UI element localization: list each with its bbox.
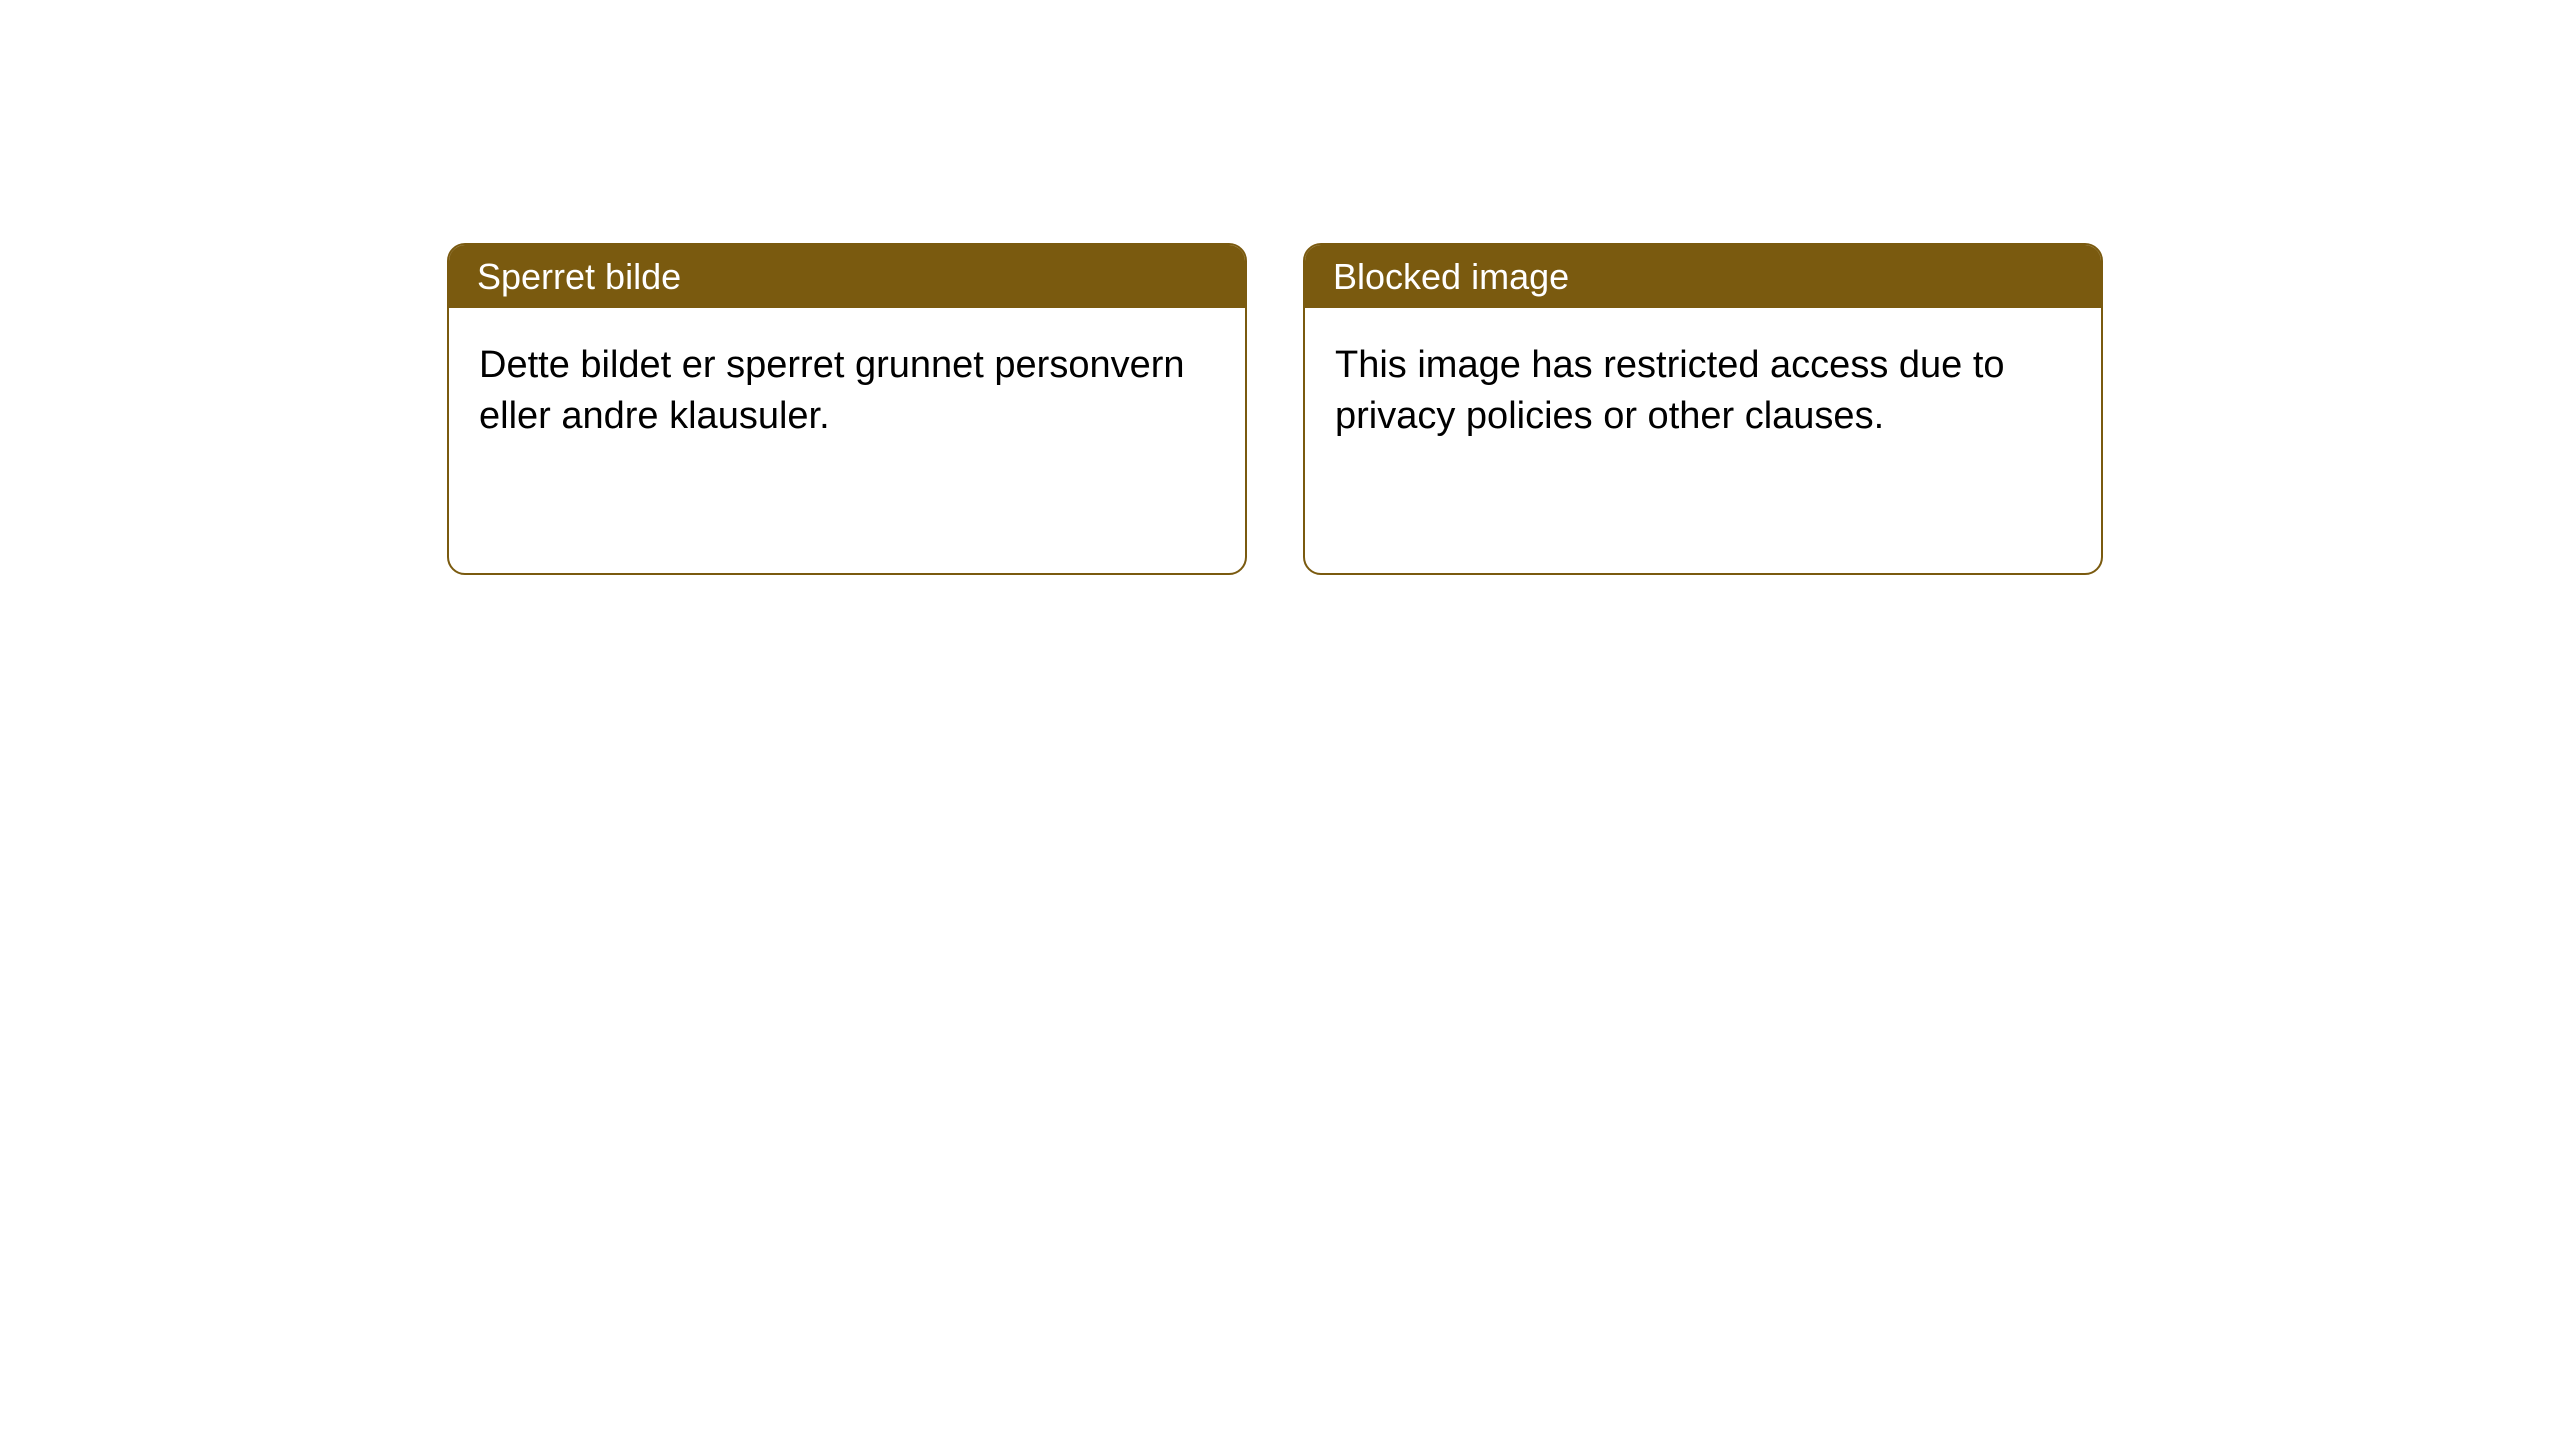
card-header: Sperret bilde — [449, 245, 1245, 308]
notice-card-container: Sperret bilde Dette bildet er sperret gr… — [447, 243, 2103, 575]
card-body-text: Dette bildet er sperret grunnet personve… — [479, 344, 1185, 437]
notice-card-english: Blocked image This image has restricted … — [1303, 243, 2103, 575]
card-title: Blocked image — [1333, 256, 1569, 297]
card-body: Dette bildet er sperret grunnet personve… — [449, 308, 1245, 475]
card-header: Blocked image — [1305, 245, 2101, 308]
notice-card-norwegian: Sperret bilde Dette bildet er sperret gr… — [447, 243, 1247, 575]
card-body-text: This image has restricted access due to … — [1335, 344, 2005, 437]
card-title: Sperret bilde — [477, 256, 681, 297]
card-body: This image has restricted access due to … — [1305, 308, 2101, 475]
